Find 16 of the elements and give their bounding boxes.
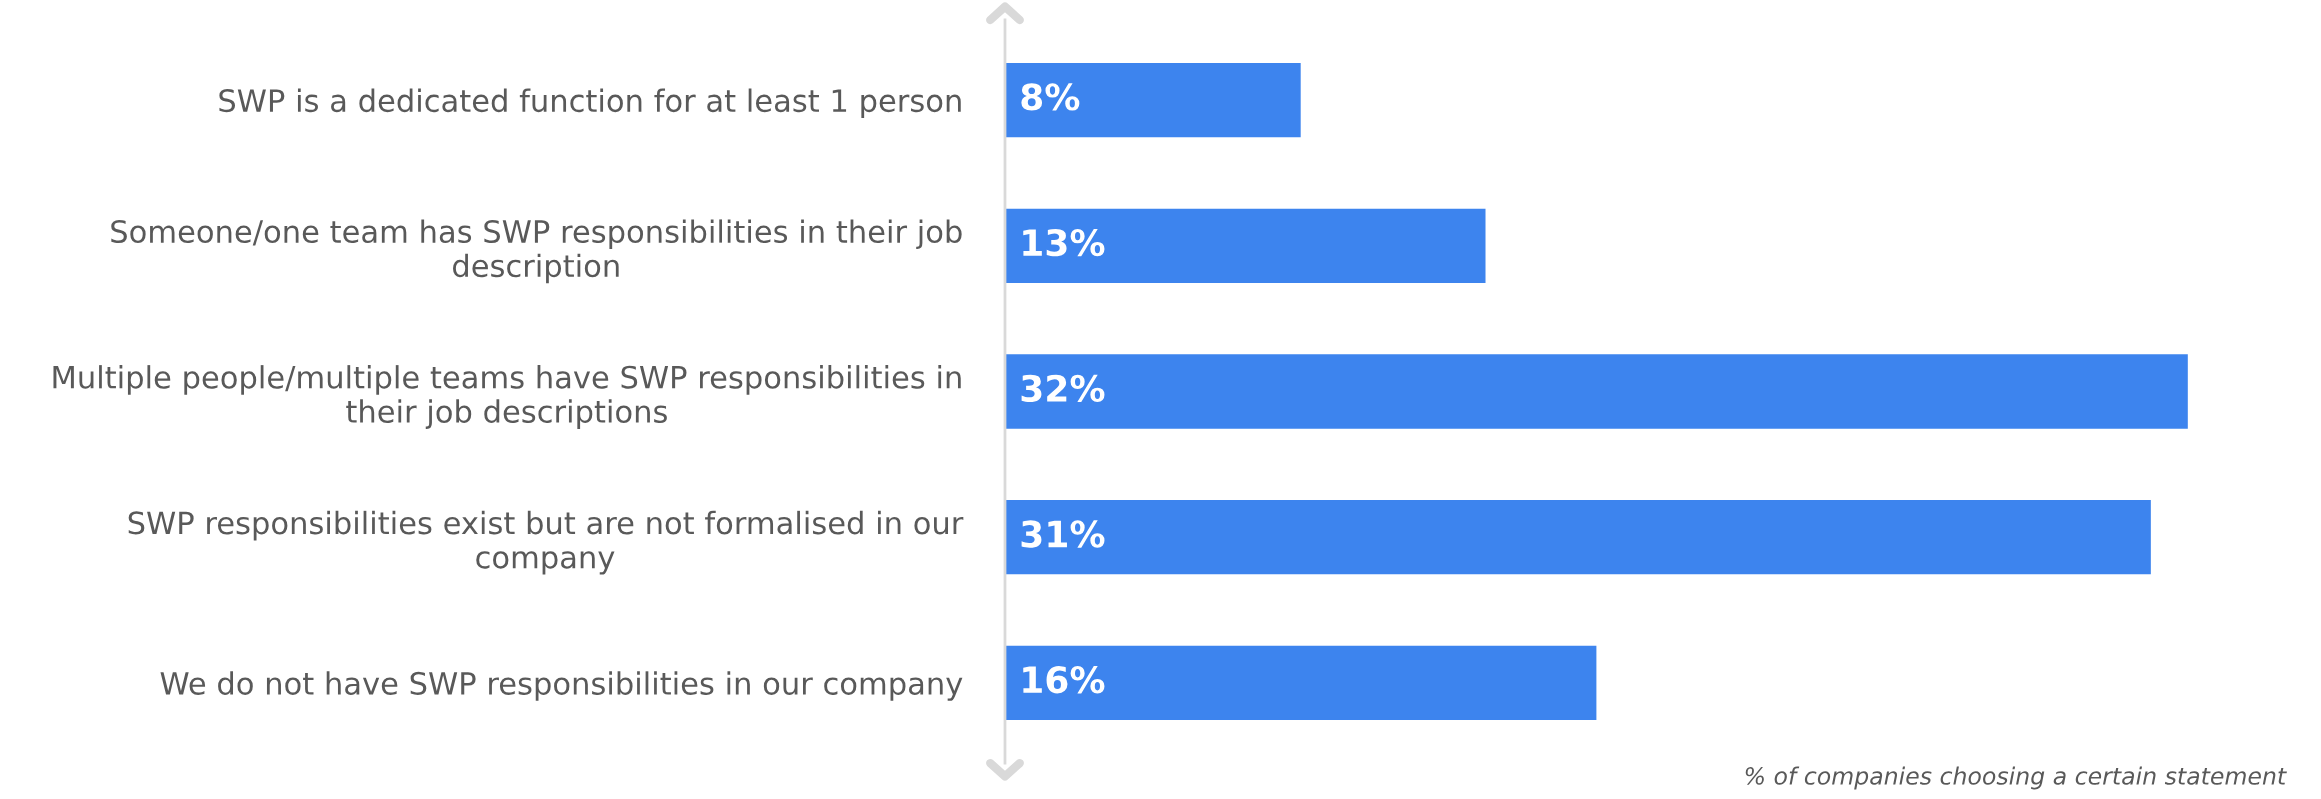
data-label: 16% (1023, 666, 1105, 694)
text: % of companies choosing a certain statement (1745, 766, 2287, 790)
data-label: 8% (1021, 83, 1080, 111)
y-tick-label: Someone/one team has SWP responsibilities in their job description (111, 219, 962, 284)
bar (1004, 208, 1486, 283)
y-tick-label: We do not have SWP responsibilities in our company (160, 671, 963, 701)
y-tick-label: Multiple people/multiple teams have SWP responsibilities in their job descriptions (53, 365, 961, 429)
y-tick-label: SWP is a dedicated function for at least 1 person (219, 88, 961, 119)
y-tick-label: SWP responsibilities exist but are not formalised in our company (128, 510, 964, 575)
data-label: 13% (1023, 228, 1105, 257)
data-label: 31% (1021, 520, 1105, 548)
bar (1004, 645, 1597, 721)
bar (1004, 500, 2151, 575)
bar (1004, 62, 1301, 138)
data-label: 32% (1021, 374, 1105, 402)
bar (1004, 354, 2188, 429)
